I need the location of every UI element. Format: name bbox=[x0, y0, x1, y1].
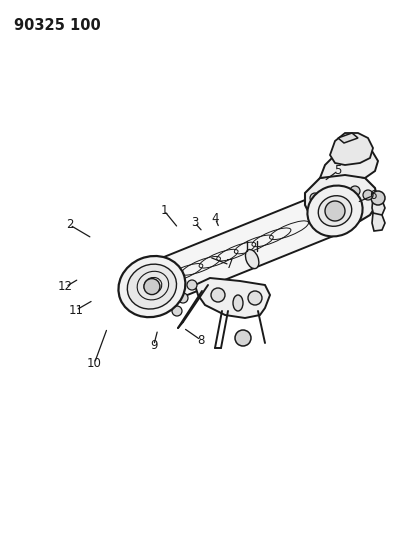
Text: 10: 10 bbox=[87, 357, 101, 370]
Text: 6: 6 bbox=[369, 189, 376, 202]
Ellipse shape bbox=[118, 256, 185, 317]
Circle shape bbox=[329, 188, 339, 198]
Ellipse shape bbox=[307, 185, 362, 237]
Polygon shape bbox=[148, 192, 340, 304]
Ellipse shape bbox=[317, 196, 351, 227]
Circle shape bbox=[348, 200, 360, 213]
Polygon shape bbox=[304, 173, 377, 225]
Ellipse shape bbox=[245, 249, 258, 269]
Text: 11: 11 bbox=[68, 304, 83, 317]
Circle shape bbox=[349, 186, 359, 196]
Text: 12: 12 bbox=[58, 280, 73, 293]
Circle shape bbox=[178, 293, 188, 303]
Text: 1: 1 bbox=[160, 204, 167, 217]
Circle shape bbox=[309, 193, 319, 203]
Polygon shape bbox=[329, 133, 372, 165]
Text: 5: 5 bbox=[334, 164, 341, 177]
Circle shape bbox=[362, 190, 372, 200]
Text: 2: 2 bbox=[66, 219, 73, 231]
Text: 9: 9 bbox=[150, 339, 157, 352]
Circle shape bbox=[234, 330, 250, 346]
Ellipse shape bbox=[134, 263, 179, 304]
Circle shape bbox=[324, 201, 344, 221]
Polygon shape bbox=[371, 213, 384, 231]
Polygon shape bbox=[371, 198, 384, 216]
Text: 3: 3 bbox=[191, 216, 198, 229]
Ellipse shape bbox=[127, 264, 176, 309]
Text: 4: 4 bbox=[211, 212, 218, 225]
Ellipse shape bbox=[232, 295, 243, 311]
Polygon shape bbox=[337, 133, 357, 143]
Circle shape bbox=[336, 204, 348, 215]
Circle shape bbox=[211, 288, 225, 302]
Circle shape bbox=[172, 306, 182, 316]
Text: 90325 100: 90325 100 bbox=[14, 18, 101, 33]
Polygon shape bbox=[195, 278, 270, 318]
Polygon shape bbox=[307, 200, 347, 222]
Ellipse shape bbox=[315, 198, 349, 227]
Polygon shape bbox=[319, 148, 377, 178]
Text: 8: 8 bbox=[197, 334, 204, 346]
Circle shape bbox=[370, 191, 384, 205]
Text: 7: 7 bbox=[225, 259, 233, 271]
Circle shape bbox=[144, 279, 160, 295]
Circle shape bbox=[187, 280, 196, 290]
Circle shape bbox=[247, 291, 261, 305]
